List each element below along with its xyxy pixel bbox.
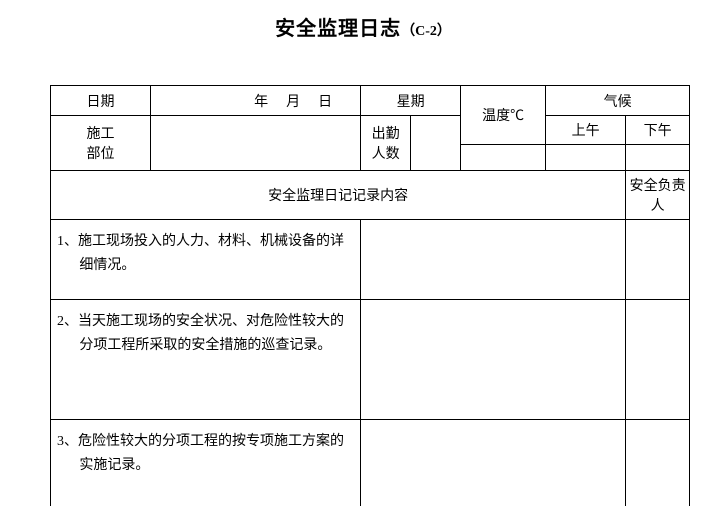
log-item-row: 3、危险性较大的分项工程的按专项施工方案的实施记录。 bbox=[51, 420, 690, 506]
am-label: 上午 bbox=[546, 116, 626, 145]
construction-part-label: 施工 部位 bbox=[51, 116, 151, 171]
log-item-row: 2、当天施工现场的安全状况、对危险性较大的分项工程所采取的安全措施的巡查记录。 bbox=[51, 300, 690, 420]
item-responsible-cell bbox=[626, 300, 690, 420]
am-value bbox=[546, 145, 626, 171]
construction-part-value bbox=[151, 116, 361, 171]
item-text: 2、当天施工现场的安全状况、对危险性较大的分项工程所采取的安全措施的巡查记录。 bbox=[57, 310, 352, 358]
item-text: 3、危险性较大的分项工程的按专项施工方案的实施记录。 bbox=[57, 430, 352, 478]
pm-label: 下午 bbox=[626, 116, 690, 145]
item-text: 1、施工现场投入的人力、材料、机械设备的详细情况。 bbox=[57, 230, 352, 278]
weather-label-cell: 气候 bbox=[546, 86, 690, 116]
pm-value bbox=[626, 145, 690, 171]
log-form-table: 日期 年月日 星期 温度℃ 气候 施工 部位 出勤 人数 上午 下午 安全监理日… bbox=[50, 85, 690, 506]
responsible-header-cell: 安全负责人 bbox=[626, 171, 690, 220]
item-responsible-cell bbox=[626, 420, 690, 506]
header-row-1: 日期 年月日 星期 温度℃ 气候 bbox=[51, 86, 690, 116]
item-responsible-cell bbox=[626, 220, 690, 300]
date-label-cell: 日期 bbox=[51, 86, 151, 116]
page-title: 安全监理日志（C-2） bbox=[0, 12, 726, 41]
title-sub: （C-2） bbox=[401, 24, 451, 39]
title-main: 安全监理日志 bbox=[275, 18, 401, 40]
header-row-2: 施工 部位 出勤 人数 上午 下午 bbox=[51, 116, 690, 145]
log-item-row: 1、施工现场投入的人力、材料、机械设备的详细情况。 bbox=[51, 220, 690, 300]
attendance-value bbox=[411, 116, 461, 171]
item-content-cell bbox=[361, 300, 626, 420]
section-header-row: 安全监理日记记录内容 安全负责人 bbox=[51, 171, 690, 220]
weekday-label-cell: 星期 bbox=[361, 86, 461, 116]
item-content-cell bbox=[361, 420, 626, 506]
attendance-label: 出勤 人数 bbox=[361, 116, 411, 171]
temperature-value bbox=[461, 145, 546, 171]
temperature-label-cell: 温度℃ bbox=[461, 86, 546, 145]
item-content-cell bbox=[361, 220, 626, 300]
content-header-cell: 安全监理日记记录内容 bbox=[51, 171, 626, 220]
date-suffix: 年月日 bbox=[153, 91, 358, 111]
